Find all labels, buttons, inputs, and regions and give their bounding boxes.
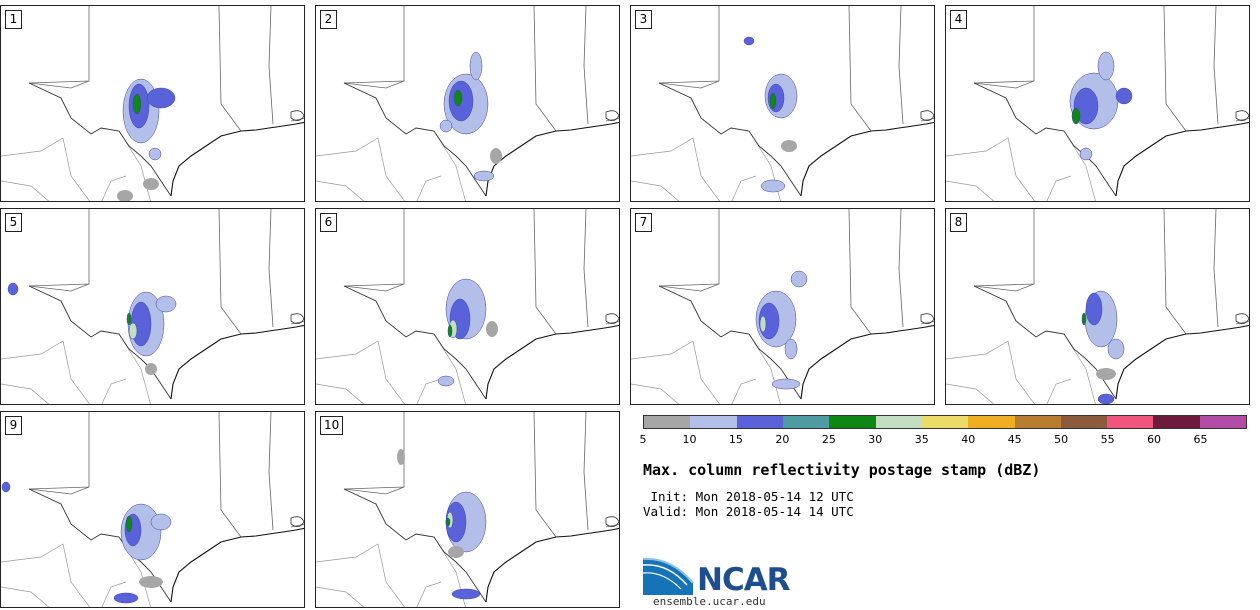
valid-time: Valid: Mon 2018-05-14 14 UTC	[643, 504, 854, 519]
colorbar-tick-label: 5	[639, 433, 647, 446]
map-2	[316, 6, 619, 201]
panel-number: 6	[320, 213, 337, 232]
colorbar-segment	[968, 416, 1015, 428]
colorbar-tick-label: 45	[1007, 433, 1022, 446]
website-url[interactable]: ensemble.ucar.edu	[653, 595, 766, 608]
map-panel-5: 5	[0, 208, 305, 405]
colorbar-tick-label: 60	[1147, 433, 1162, 446]
panel-number: 3	[635, 10, 652, 29]
colorbar-tick-label: 20	[775, 433, 790, 446]
ncar-logo-icon	[643, 557, 694, 595]
map-panel-9: 9	[0, 411, 305, 608]
map-5	[1, 209, 304, 404]
map-7	[631, 209, 934, 404]
reflectivity-colorbar	[643, 415, 1247, 429]
init-time: Init: Mon 2018-05-14 12 UTC	[643, 489, 854, 504]
map-3	[631, 6, 934, 201]
panel-number: 4	[950, 10, 967, 29]
panel-number: 10	[320, 416, 344, 435]
colorbar-tick-label: 40	[961, 433, 976, 446]
panel-number: 8	[950, 213, 967, 232]
colorbar-segment	[921, 416, 969, 428]
colorbar-segment	[875, 416, 922, 428]
colorbar-tick-label: 15	[728, 433, 743, 446]
plot-title: Max. column reflectivity postage stamp (…	[643, 461, 1041, 479]
colorbar-segment	[690, 416, 737, 428]
colorbar-tick-label: 25	[821, 433, 836, 446]
map-panel-3: 3	[630, 5, 935, 202]
colorbar-segment	[1199, 416, 1247, 428]
map-panel-8: 8	[945, 208, 1250, 405]
map-panel-6: 6	[315, 208, 620, 405]
map-panel-2: 2	[315, 5, 620, 202]
map-10	[316, 412, 619, 607]
map-6	[316, 209, 619, 404]
map-1	[1, 6, 304, 201]
panel-number: 7	[635, 213, 652, 232]
colorbar-segment	[829, 416, 876, 428]
map-9	[1, 412, 304, 607]
colorbar-ticks: 5 10 15 20 25 30 35 40 45 50 55 60 65	[639, 433, 1247, 447]
map-panel-7: 7	[630, 208, 935, 405]
panel-number: 9	[5, 416, 22, 435]
colorbar-segment	[736, 416, 783, 428]
colorbar-segment	[1014, 416, 1061, 428]
map-panel-1: 1	[0, 5, 305, 202]
colorbar-tick-label: 65	[1193, 433, 1208, 446]
map-4	[946, 6, 1249, 201]
colorbar-tick-label: 50	[1054, 433, 1069, 446]
colorbar-tick-label: 55	[1100, 433, 1115, 446]
colorbar-segment	[1060, 416, 1108, 428]
map-panel-4: 4	[945, 5, 1250, 202]
panel-number: 5	[5, 213, 22, 232]
colorbar-tick-label: 10	[682, 433, 697, 446]
map-panel-10: 10	[315, 411, 620, 608]
panel-number: 2	[320, 10, 337, 29]
map-8	[946, 209, 1249, 404]
colorbar-segment	[1153, 416, 1200, 428]
colorbar-tick-label: 35	[914, 433, 929, 446]
colorbar-segment	[782, 416, 830, 428]
colorbar-segment	[1107, 416, 1154, 428]
colorbar-segment	[644, 416, 691, 428]
panel-number: 1	[5, 10, 22, 29]
ncar-logo-text: NCAR	[697, 562, 791, 598]
colorbar-tick-label: 30	[868, 433, 883, 446]
